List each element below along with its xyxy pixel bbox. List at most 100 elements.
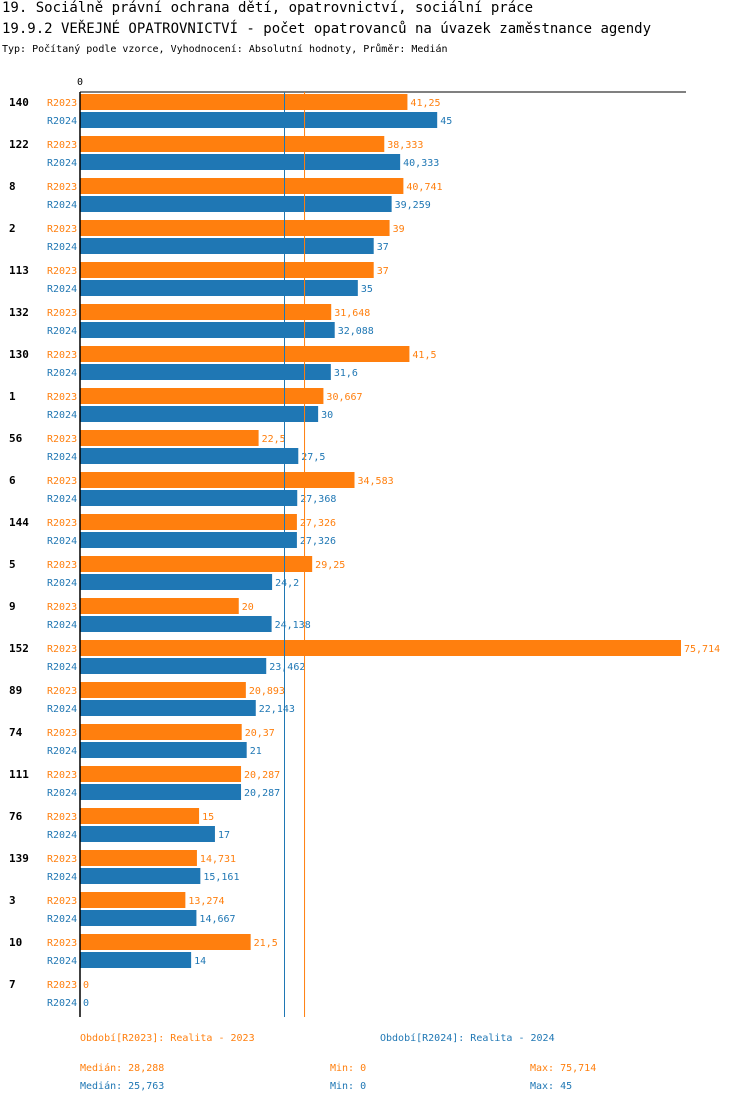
series-tick-label: R2023	[47, 308, 77, 319]
series-tick-label: R2023	[47, 560, 77, 571]
data-label: 40,741	[406, 182, 442, 193]
data-label: 0	[83, 998, 89, 1009]
bar	[80, 94, 408, 110]
series-tick-label: R2024	[47, 746, 77, 757]
series-tick-label: R2023	[47, 938, 77, 949]
bar	[80, 154, 401, 170]
bar	[80, 304, 332, 320]
bar	[80, 910, 197, 926]
bar	[80, 892, 186, 908]
series-tick-label: R2023	[47, 854, 77, 865]
category-label: 56	[9, 432, 23, 445]
category-label: 111	[9, 768, 29, 781]
chart-title: 19.9.2 VEŘEJNÉ OPATROVNICTVÍ - počet opa…	[2, 21, 652, 37]
data-label: 34,583	[358, 476, 394, 487]
bar	[80, 262, 374, 278]
legend-r2023-min: Min: 0	[330, 1063, 367, 1074]
data-label: 30,667	[326, 392, 362, 403]
data-label: 37	[377, 266, 389, 277]
series-tick-label: R2024	[47, 830, 77, 841]
series-tick-label: R2024	[47, 704, 77, 715]
legend-r2024-median: Medián: 25,763	[80, 1081, 165, 1092]
bar	[80, 406, 319, 422]
series-tick-label: R2024	[47, 326, 77, 337]
category-label: 5	[9, 558, 16, 571]
category-label: 140	[9, 96, 29, 109]
bar	[80, 322, 335, 338]
bar	[80, 724, 242, 740]
series-tick-label: R2024	[47, 536, 77, 547]
bar	[80, 196, 392, 212]
series-tick-label: R2024	[47, 788, 77, 799]
data-label: 29,25	[315, 560, 345, 571]
data-label: 14,731	[200, 854, 236, 865]
category-label: 7	[9, 978, 16, 991]
data-label: 22,143	[259, 704, 295, 715]
bar	[80, 742, 247, 758]
bar	[80, 766, 242, 782]
series-tick-label: R2024	[47, 452, 77, 463]
legend-r2023-label: Období[R2023]: Realita - 2023	[80, 1033, 255, 1044]
series-tick-label: R2024	[47, 620, 77, 631]
data-label: 27,326	[300, 536, 336, 547]
data-label: 21	[250, 746, 262, 757]
bar	[80, 490, 298, 506]
bar	[80, 868, 201, 884]
series-tick-label: R2024	[47, 956, 77, 967]
series-tick-label: R2023	[47, 896, 77, 907]
data-label: 14	[194, 956, 206, 967]
legend-r2024-min: Min: 0	[330, 1081, 367, 1092]
series-tick-label: R2023	[47, 644, 77, 655]
data-label: 37	[377, 242, 389, 253]
category-label: 76	[9, 810, 23, 823]
series-tick-label: R2024	[47, 662, 77, 673]
bar	[80, 136, 385, 152]
legend-r2023-median: Medián: 28,288	[80, 1063, 165, 1074]
bar	[80, 850, 197, 866]
data-label: 27,326	[300, 518, 336, 529]
data-label: 20,287	[244, 770, 280, 781]
category-label: 152	[9, 642, 29, 655]
category-label: 6	[9, 474, 16, 487]
category-label: 8	[9, 180, 16, 193]
bar	[80, 616, 272, 632]
series-tick-label: R2023	[47, 182, 77, 193]
bar	[80, 364, 331, 380]
category-label: 113	[9, 264, 29, 277]
bar	[80, 448, 299, 464]
series-tick-label: R2023	[47, 434, 77, 445]
series-tick-label: R2024	[47, 368, 77, 379]
data-label: 27,368	[300, 494, 336, 505]
data-label: 24,2	[275, 578, 299, 589]
series-tick-label: R2023	[47, 140, 77, 151]
data-label: 35	[361, 284, 373, 295]
series-tick-label: R2024	[47, 410, 77, 421]
series-tick-label: R2023	[47, 392, 77, 403]
data-label: 24,138	[275, 620, 311, 631]
category-label: 89	[9, 684, 22, 697]
category-label: 130	[9, 348, 29, 361]
data-label: 27,5	[301, 452, 325, 463]
series-tick-label: R2024	[47, 872, 77, 883]
legend-r2024-label: Období[R2024]: Realita - 2024	[380, 1033, 555, 1044]
series-tick-label: R2024	[47, 200, 77, 211]
data-label: 32,088	[338, 326, 374, 337]
data-label: 14,667	[199, 914, 235, 925]
bar	[80, 238, 374, 254]
data-label: 0	[83, 980, 89, 991]
bar	[80, 532, 297, 548]
series-tick-label: R2023	[47, 770, 77, 781]
series-tick-label: R2023	[47, 224, 77, 235]
data-label: 30	[321, 410, 333, 421]
category-label: 10	[9, 936, 22, 949]
data-label: 21,5	[254, 938, 278, 949]
chart-subtitle: Typ: Počítaný podle vzorce, Vyhodnocení:…	[2, 44, 448, 55]
bar	[80, 346, 410, 362]
data-label: 20,893	[249, 686, 285, 697]
data-label: 45	[440, 116, 452, 127]
data-label: 40,333	[403, 158, 439, 169]
series-tick-label: R2023	[47, 350, 77, 361]
data-label: 22,5	[262, 434, 286, 445]
series-tick-label: R2024	[47, 284, 77, 295]
